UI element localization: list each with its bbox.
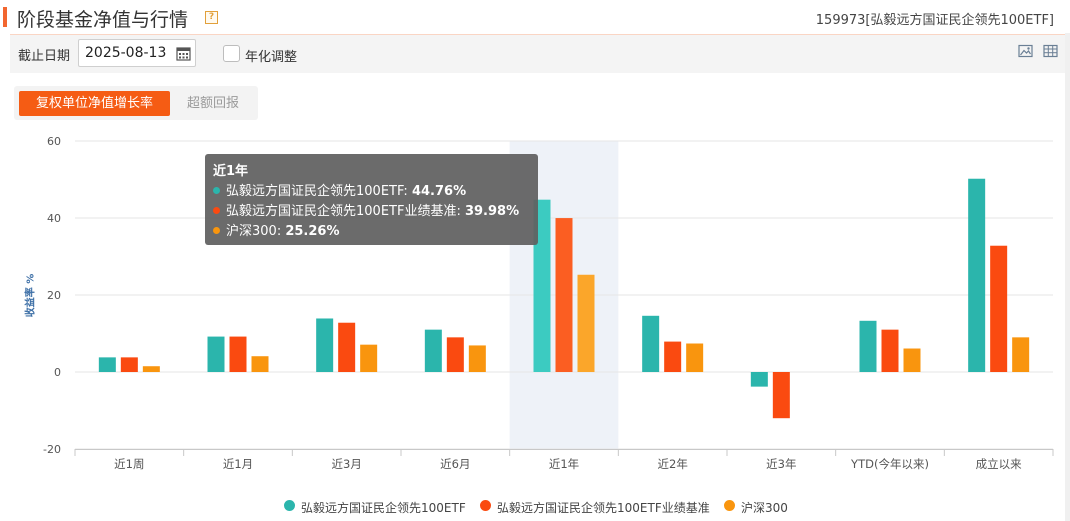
- bar: [664, 341, 682, 372]
- tooltip-dot: [213, 207, 220, 214]
- x-tick-label: 近1月: [223, 457, 253, 471]
- bar: [686, 343, 704, 372]
- tab-bar: 复权单位净值增长率 超额回报: [14, 86, 258, 120]
- tab-nav-growth[interactable]: 复权单位净值增长率: [19, 91, 170, 116]
- y-axis-title: 收益率 %: [25, 273, 37, 318]
- tooltip-dot: [213, 227, 220, 234]
- legend-label: 弘毅远方国证民企领先100ETF: [301, 501, 466, 515]
- toolbar: 截止日期 2025-08-13 年化调整: [10, 34, 1070, 73]
- bar: [98, 357, 116, 372]
- bar: [424, 329, 442, 372]
- bar: [555, 218, 573, 372]
- tooltip-dot: [213, 187, 220, 194]
- table-view-icon[interactable]: [1043, 44, 1058, 58]
- bar: [772, 372, 790, 419]
- x-tick-label: 近3年: [766, 457, 796, 471]
- calendar-icon[interactable]: [176, 46, 191, 61]
- tab-excess-return[interactable]: 超额回报: [186, 96, 239, 111]
- header: 阶段基金净值与行情 ? 159973[弘毅远方国证民企领先100ETF]: [0, 0, 1070, 33]
- date-value: 2025-08-13: [85, 45, 167, 61]
- tooltip-row: 弘毅远方国证民企领先100ETF: 44.76%: [213, 180, 538, 200]
- title-accent-bar: [3, 7, 7, 27]
- bar: [968, 178, 986, 372]
- tooltip-row: 沪深300: 25.26%: [213, 220, 538, 240]
- tooltip-label: 沪深300:: [226, 224, 286, 239]
- x-tick-label: 成立以来: [976, 457, 1022, 471]
- bar: [316, 318, 334, 372]
- bar: [1012, 337, 1030, 372]
- tooltip-label: 弘毅远方国证民企领先100ETF:: [226, 184, 412, 199]
- bar: [120, 357, 138, 372]
- bar: [881, 329, 899, 372]
- bar: [207, 336, 225, 372]
- help-icon[interactable]: ?: [205, 11, 218, 24]
- legend-dot: [480, 500, 491, 511]
- legend-dot: [284, 500, 295, 511]
- bar: [229, 336, 247, 372]
- x-tick-label: 近6月: [440, 457, 470, 471]
- fund-name: 159973[弘毅远方国证民企领先100ETF]: [815, 13, 1054, 28]
- bar: [446, 337, 464, 372]
- x-tick-label: 近1年: [549, 457, 579, 471]
- bar: [990, 245, 1008, 372]
- x-tick-label: 近2年: [658, 457, 688, 471]
- x-tick-label: 近3月: [332, 457, 362, 471]
- bar: [142, 366, 160, 372]
- tooltip-value: 25.26%: [285, 224, 340, 239]
- tooltip-value: 44.76%: [411, 184, 467, 199]
- page-title: 阶段基金净值与行情: [17, 9, 189, 31]
- tooltip-row: 弘毅远方国证民企领先100ETF业绩基准: 39.98%: [213, 200, 538, 220]
- tooltip-value: 39.98%: [464, 204, 520, 219]
- tooltip-label: 弘毅远方国证民企领先100ETF业绩基准:: [226, 204, 465, 219]
- chart-view-icon[interactable]: [1018, 44, 1033, 58]
- legend-label: 沪深300: [741, 501, 788, 515]
- y-tick-label: 20: [47, 289, 61, 302]
- tooltip: 近1年 弘毅远方国证民企领先100ETF: 44.76% 弘毅远方国证民企领先1…: [205, 154, 538, 245]
- annualize-label: 年化调整: [245, 50, 298, 65]
- scrollbar[interactable]: [1065, 33, 1070, 521]
- y-tick-label: 60: [47, 135, 61, 148]
- y-tick-label: 40: [47, 212, 61, 225]
- x-tick-label: YTD(今年以来): [850, 457, 929, 471]
- annualize-checkbox[interactable]: [223, 45, 240, 62]
- bar: [750, 372, 768, 387]
- legend-dot: [724, 500, 735, 511]
- bar: [360, 344, 378, 372]
- legend-label: 弘毅远方国证民企领先100ETF业绩基准: [497, 501, 710, 515]
- tooltip-title: 近1年: [213, 164, 249, 179]
- bar: [338, 322, 356, 372]
- y-tick-label: -20: [43, 443, 61, 456]
- bar: [903, 348, 921, 372]
- bar: [859, 320, 877, 372]
- date-input[interactable]: 2025-08-13: [78, 39, 196, 67]
- bar: [642, 315, 660, 372]
- bar: [251, 356, 269, 372]
- x-tick-label: 近1周: [114, 457, 144, 471]
- legend: 弘毅远方国证民企领先100ETF 弘毅远方国证民企领先100ETF业绩基准 沪深…: [0, 497, 1070, 517]
- bar: [468, 345, 486, 372]
- date-label: 截止日期: [18, 49, 71, 64]
- bar: [577, 274, 595, 372]
- y-tick-label: 0: [54, 366, 61, 379]
